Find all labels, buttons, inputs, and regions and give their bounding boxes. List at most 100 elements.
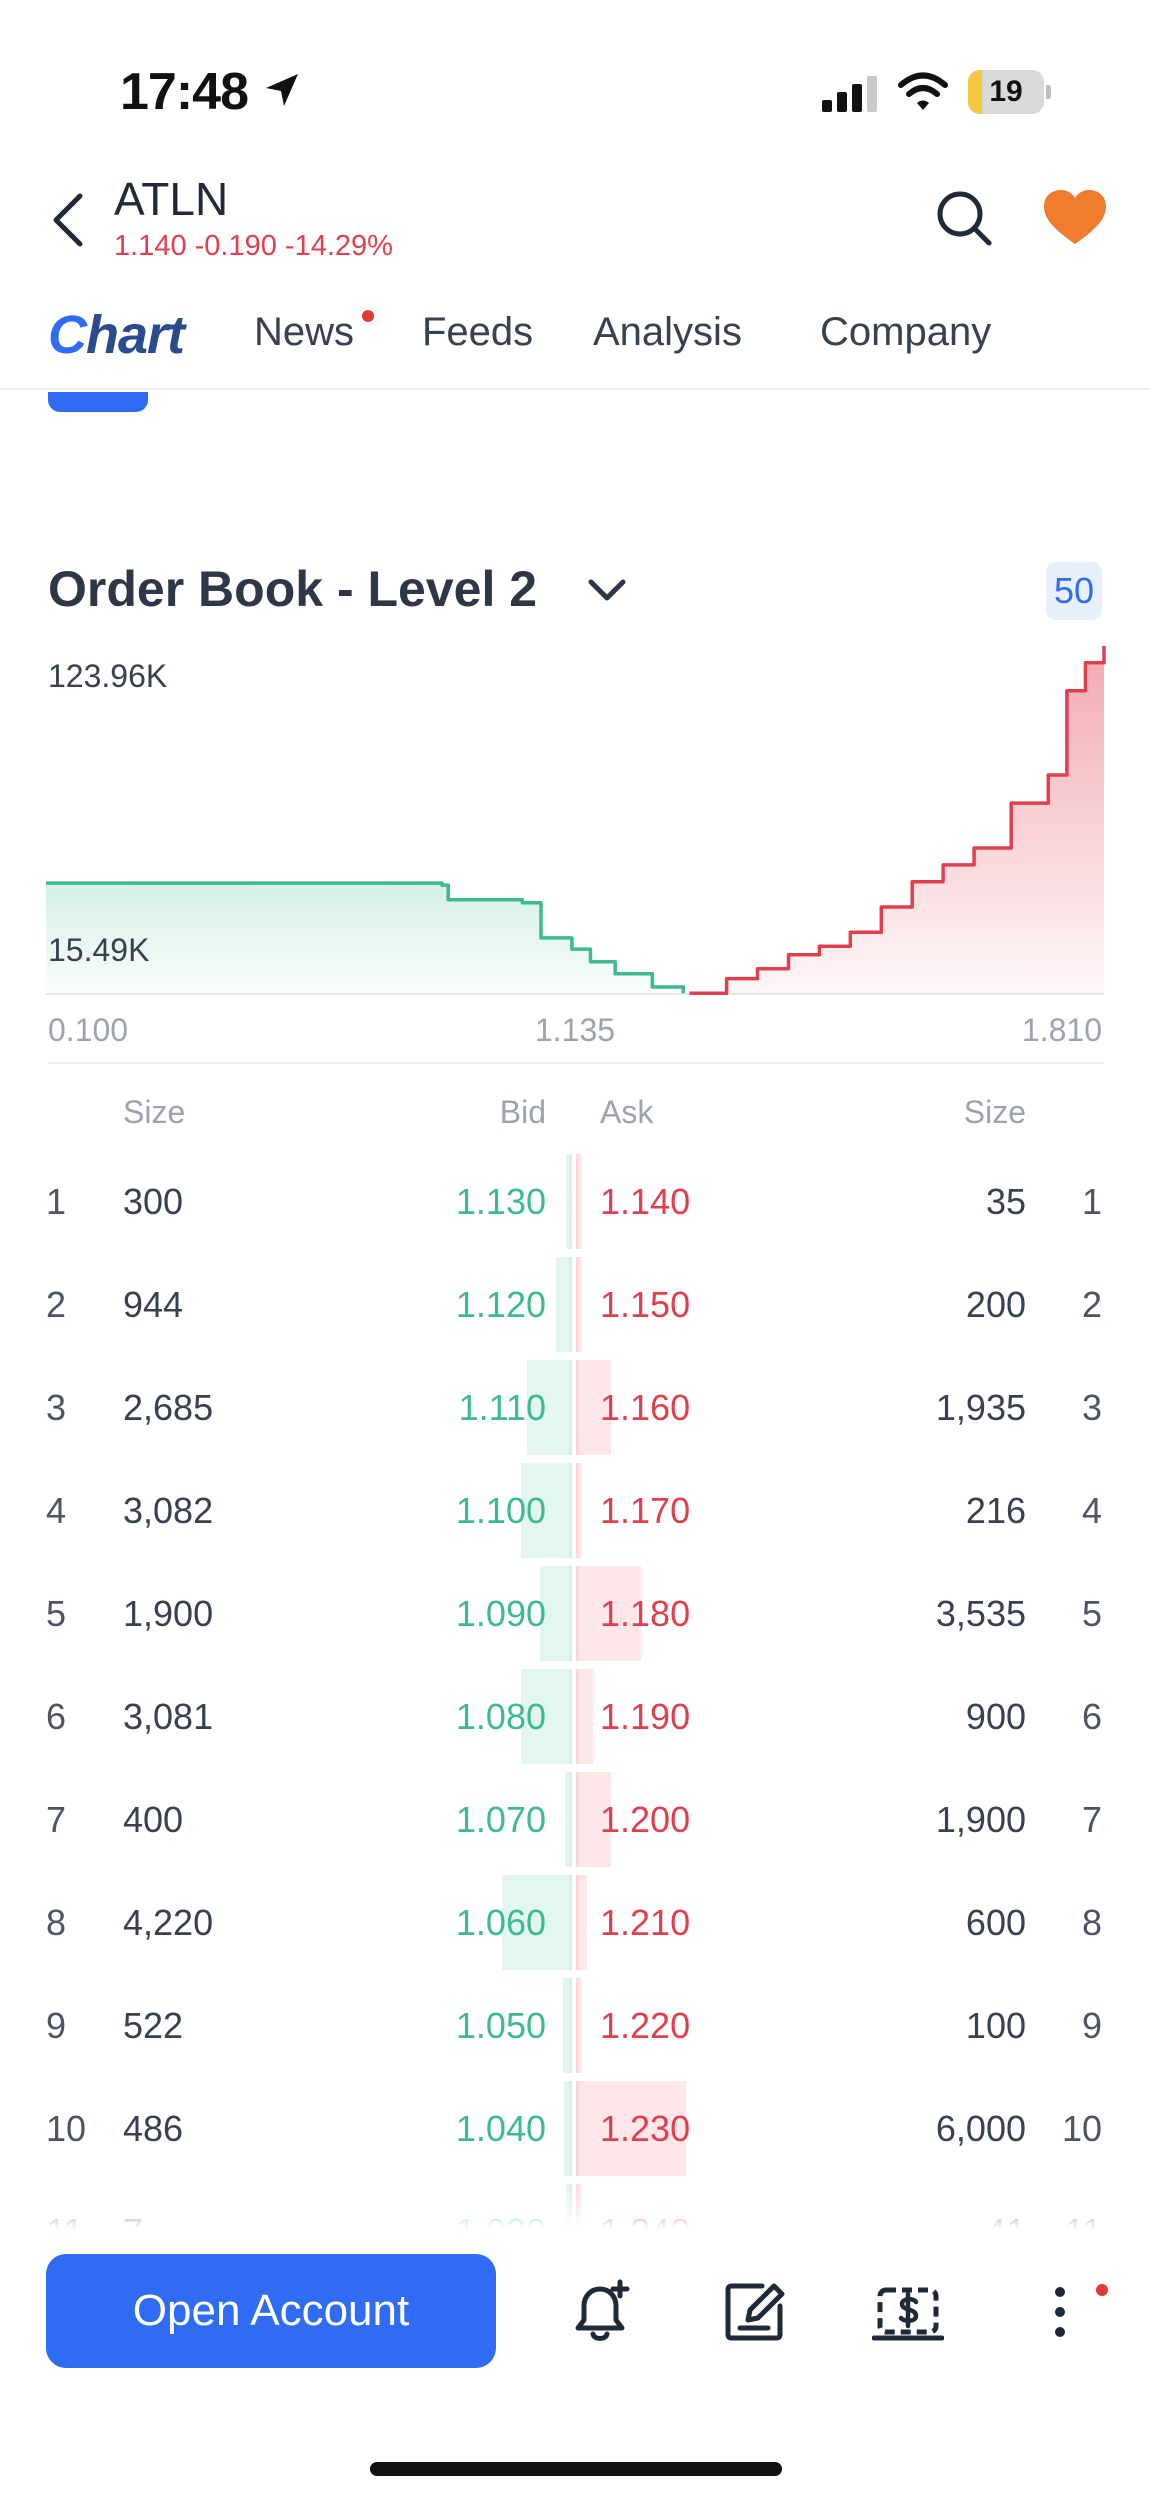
tab-news[interactable]: News: [254, 310, 355, 354]
tab-company[interactable]: Company: [820, 310, 992, 354]
back-icon[interactable]: [48, 190, 88, 250]
order-book-row[interactable]: 2 944 1.120 1.150 200 2: [0, 1253, 1150, 1356]
period-fragment[interactable]: [800, 392, 870, 404]
ask-level: 10: [1061, 2108, 1102, 2149]
bid-size: 944: [123, 1284, 184, 1325]
bid-price: 1.090: [455, 1593, 546, 1634]
x-left-label: 0.100: [48, 1012, 129, 1048]
period-selected[interactable]: [48, 392, 148, 412]
bid-volume-bar: [520, 1669, 573, 1764]
bid-level: 9: [46, 2005, 67, 2046]
tab-feeds[interactable]: Feeds: [422, 310, 534, 354]
bid-size: 3,081: [123, 1696, 214, 1737]
price-change: 1.140 -0.190 -14.29%: [114, 230, 393, 262]
ask-volume-bar: [576, 1463, 582, 1558]
ask-volume-bar: [576, 1257, 582, 1352]
bottom-bar: Open Account: [0, 2228, 1150, 2500]
bid-level: 2: [46, 1284, 67, 1325]
depth-chart: [46, 646, 1106, 995]
order-book-row[interactable]: 10 486 1.040 1.230 6,000 10: [0, 2077, 1150, 2180]
more-vertical-icon[interactable]: [1040, 2276, 1080, 2348]
bid-level: 4: [46, 1490, 67, 1531]
dollar-transfer-icon[interactable]: [872, 2276, 944, 2348]
ask-volume-bar: [576, 1360, 612, 1455]
ask-price: 1.150: [600, 1284, 691, 1325]
open-account-button[interactable]: Open Account: [46, 2254, 496, 2368]
tab-chart[interactable]: Chart: [48, 305, 185, 365]
bid-price: 1.110: [458, 1387, 546, 1428]
bid-level: 6: [46, 1696, 67, 1737]
ask-price: 1.180: [600, 1593, 691, 1634]
bid-level: 8: [46, 1902, 67, 1943]
bid-price: 1.080: [455, 1696, 546, 1737]
ask-price: 1.200: [600, 1799, 691, 1840]
depth-level-badge[interactable]: 50: [1046, 562, 1102, 620]
ask-size: 100: [965, 2005, 1026, 2046]
order-book-row[interactable]: 9 522 1.050 1.220 100 9: [0, 1974, 1150, 2077]
status-bar: 17:48 19: [0, 0, 1150, 150]
bid-volume-bar: [565, 1772, 572, 1867]
order-book-row[interactable]: 8 4,220 1.060 1.210 600 8: [0, 1871, 1150, 1974]
search-icon[interactable]: [934, 188, 994, 248]
order-book-row[interactable]: 6 3,081 1.080 1.190 900 6: [0, 1665, 1150, 1768]
period-fragment[interactable]: [320, 392, 390, 404]
bid-price: 1.050: [455, 2005, 546, 2046]
x-mid-label: 1.135: [534, 1012, 616, 1048]
order-book-row[interactable]: 1 300 1.130 1.140 35 1: [0, 1150, 1150, 1253]
detail-tabs: Chart News Feeds Analysis Company: [0, 300, 1150, 390]
ask-volume-bar: [576, 1772, 611, 1867]
bid-price: 1.100: [455, 1490, 546, 1531]
bid-size: 1,900: [123, 1593, 214, 1634]
chevron-down-icon[interactable]: [585, 574, 629, 608]
location-arrow-icon: [266, 74, 298, 106]
bid-size: 486: [123, 2108, 184, 2149]
bid-volume-bar: [556, 1257, 572, 1352]
ask-price: 1.170: [600, 1490, 691, 1531]
bell-plus-icon[interactable]: [564, 2276, 636, 2348]
battery-indicator: 19: [968, 70, 1051, 114]
ask-level: 6: [1081, 1696, 1102, 1737]
note-edit-icon[interactable]: [718, 2276, 790, 2348]
more-notification-dot: [1096, 2284, 1108, 2296]
battery-level: 19: [989, 75, 1023, 108]
order-book-row[interactable]: 3 2,685 1.110 1.160 1,935 3: [0, 1356, 1150, 1459]
order-book-row[interactable]: 5 1,900 1.090 1.180 3,535 5: [0, 1562, 1150, 1665]
bid-size: 400: [123, 1799, 184, 1840]
ask-size: 6,000: [935, 2108, 1026, 2149]
ask-size-header: Size: [963, 1094, 1026, 1130]
ask-volume-bar: [576, 1978, 582, 2073]
bid-price: 1.120: [455, 1284, 546, 1325]
order-book-title[interactable]: Order Book - Level 2: [48, 561, 538, 617]
heart-icon[interactable]: [1042, 188, 1108, 248]
bid-size: 522: [123, 2005, 184, 2046]
ask-level: 2: [1081, 1284, 1102, 1325]
bid-price: 1.070: [455, 1799, 546, 1840]
bid-depth-area: [46, 883, 684, 994]
ask-level: 9: [1081, 2005, 1102, 2046]
bid-price: 1.130: [455, 1181, 546, 1222]
ask-size: 3,535: [935, 1593, 1026, 1634]
ask-header: Ask: [600, 1094, 654, 1130]
y-max-label: 123.96K: [48, 658, 168, 694]
ask-level: 7: [1081, 1799, 1102, 1840]
ask-price: 1.210: [600, 1902, 691, 1943]
ask-size: 600: [965, 1902, 1026, 1943]
scroll-fade: [0, 2180, 1150, 2230]
bid-level: 5: [46, 1593, 67, 1634]
period-fragment[interactable]: [180, 392, 250, 404]
bid-volume-bar: [540, 1566, 572, 1661]
bid-volume-bar: [563, 2081, 573, 2176]
bid-volume-bar: [566, 1154, 572, 1249]
period-fragment[interactable]: [430, 392, 500, 404]
bid-size: 2,685: [123, 1387, 214, 1428]
news-unread-dot: [362, 310, 374, 322]
period-fragment[interactable]: [560, 392, 630, 404]
order-book-rows: 1 300 1.130 1.140 35 1 2 944 1.120 1.150 200 2 3 2,68…: [0, 1150, 1150, 2228]
bid-volume-bar: [527, 1360, 572, 1455]
order-book-row[interactable]: 7 400 1.070 1.200 1,900 7: [0, 1768, 1150, 1871]
ask-size: 216: [965, 1490, 1026, 1531]
order-book-row[interactable]: 4 3,082 1.100 1.170 216 4: [0, 1459, 1150, 1562]
bid-size: 3,082: [123, 1490, 214, 1531]
tab-analysis[interactable]: Analysis: [593, 310, 742, 354]
period-fragment[interactable]: [690, 392, 760, 404]
